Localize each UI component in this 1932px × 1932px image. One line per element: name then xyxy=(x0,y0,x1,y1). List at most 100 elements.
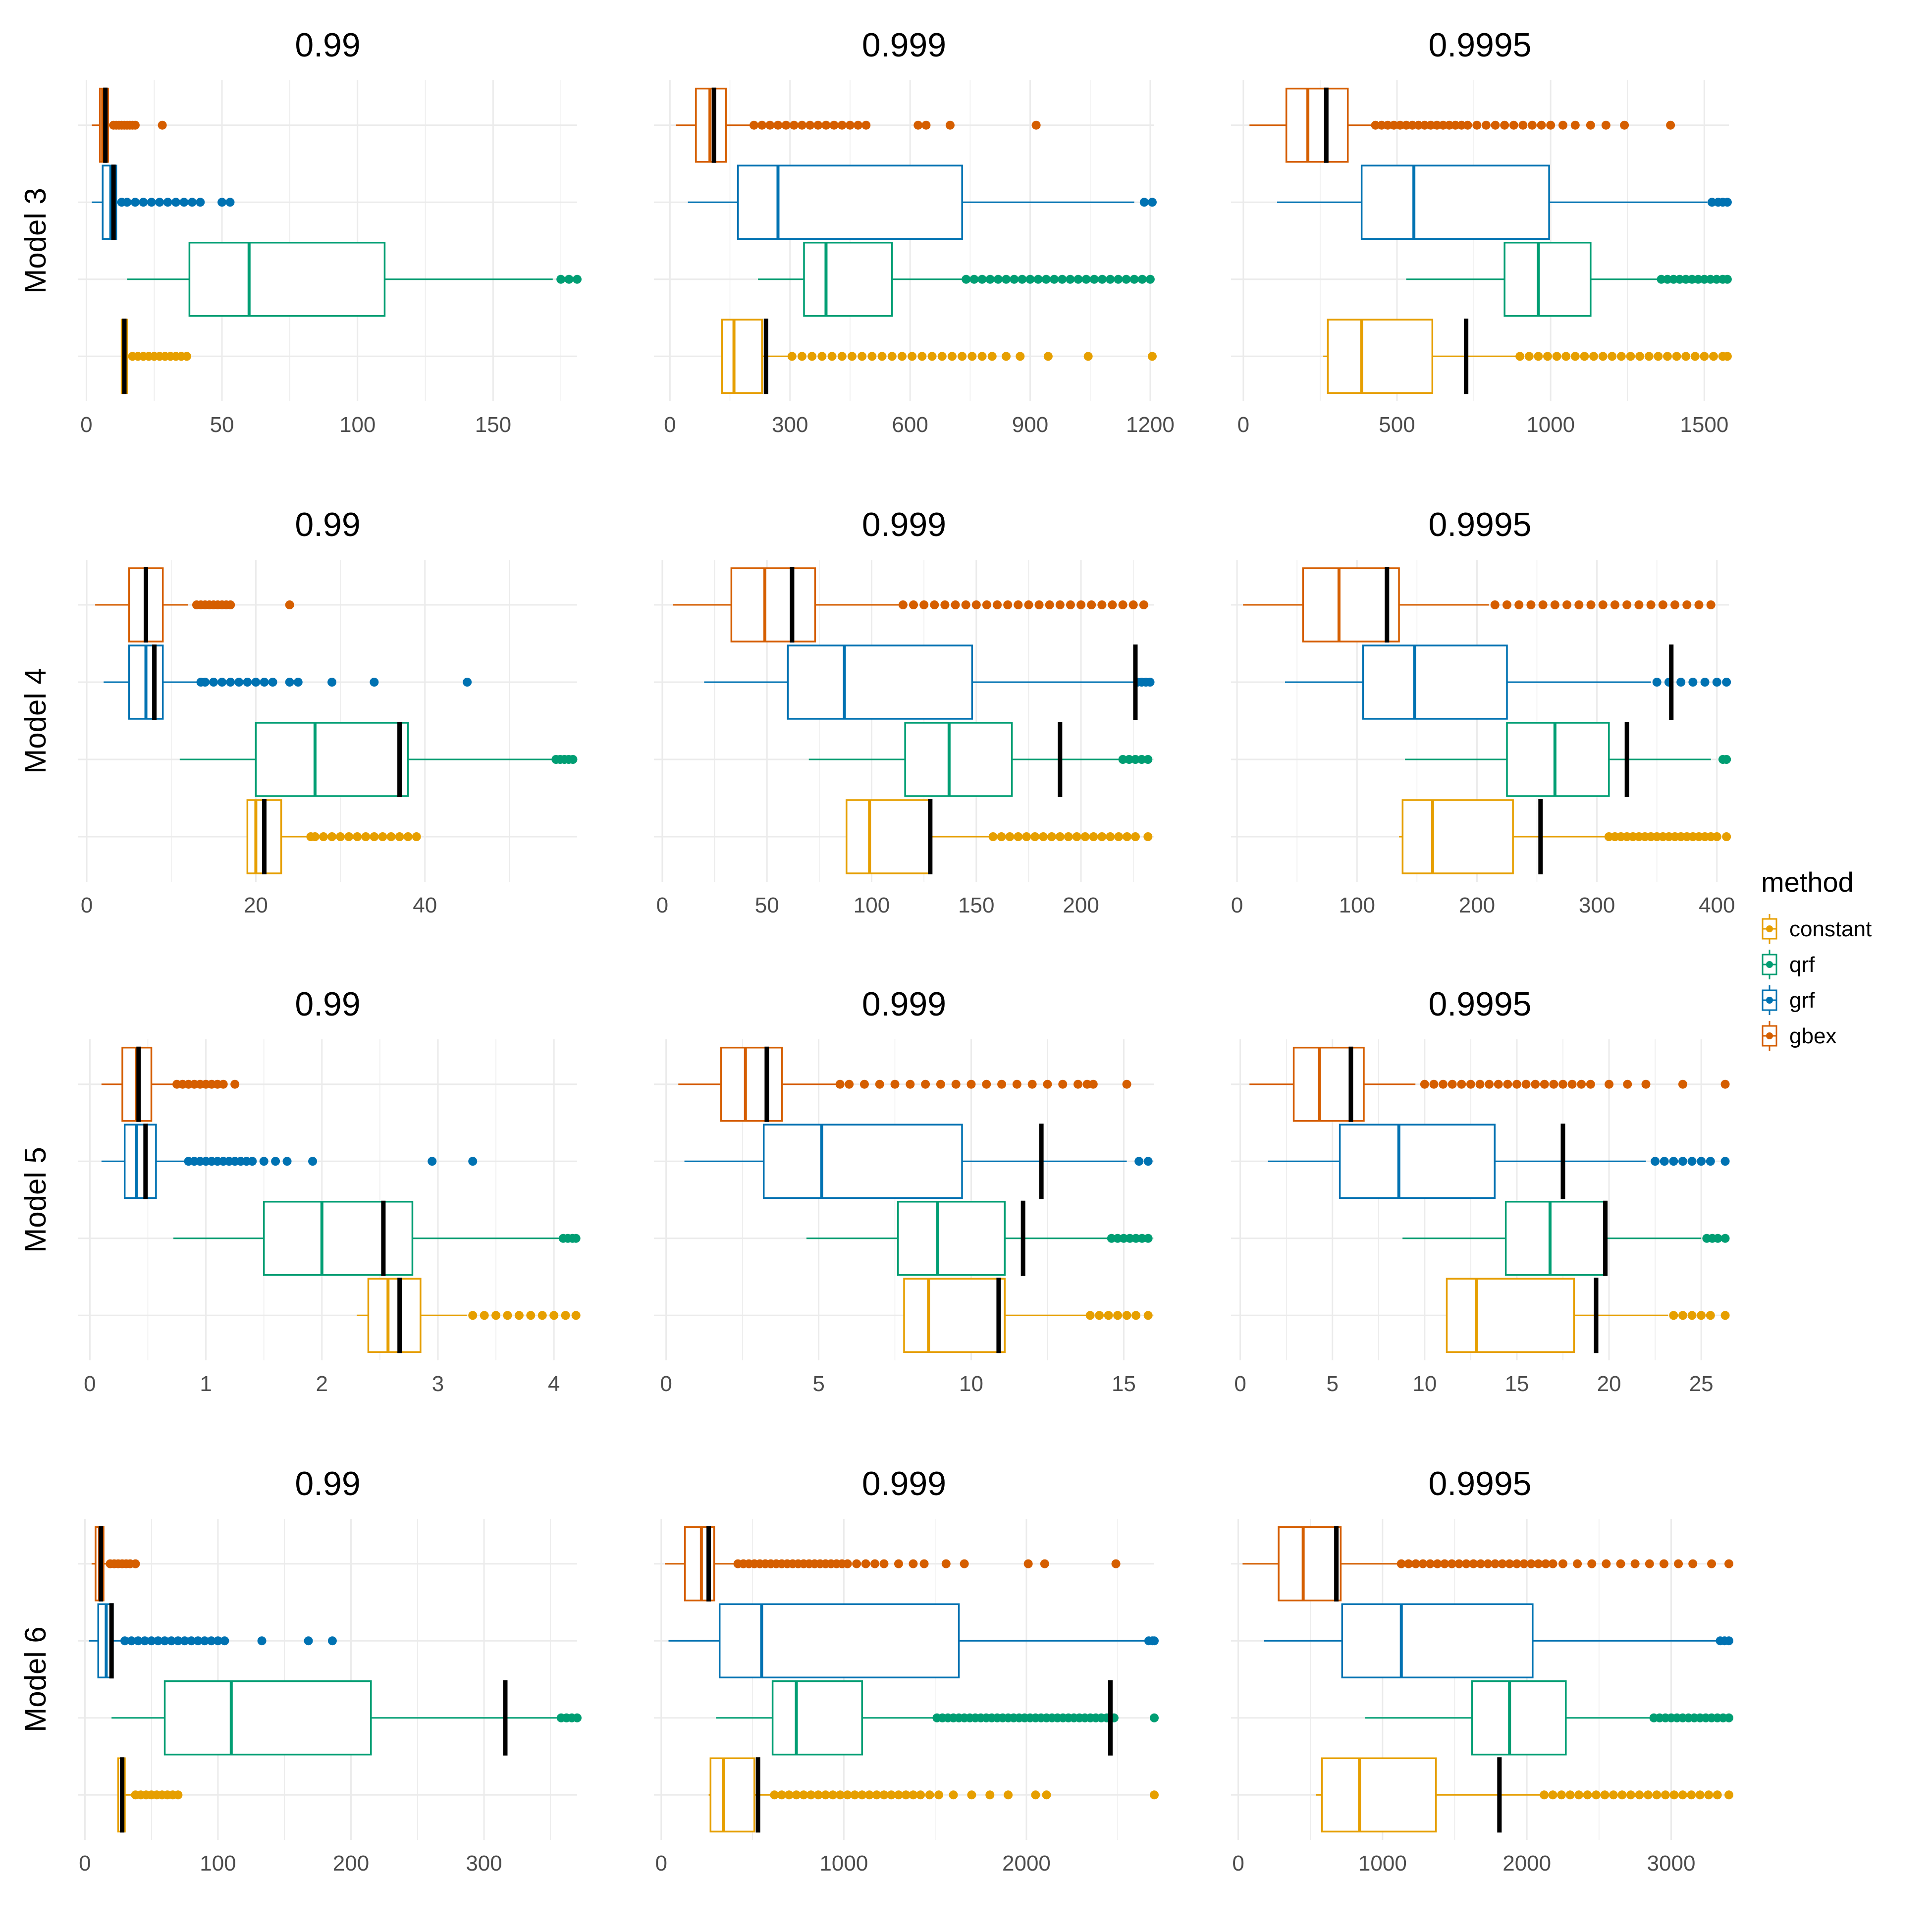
outlier-point xyxy=(1598,600,1608,609)
outlier-point xyxy=(1519,1559,1529,1568)
x-tick-label: 0 xyxy=(1232,1851,1244,1876)
outlier-point xyxy=(1700,678,1710,687)
box-iqr xyxy=(1446,1278,1575,1353)
outlier-point xyxy=(1565,1790,1575,1800)
boxplot-gbex xyxy=(1243,567,1716,643)
outlier-point xyxy=(843,1559,852,1568)
outlier-point xyxy=(1678,1157,1687,1166)
outlier-point xyxy=(1426,120,1436,130)
outlier-point xyxy=(327,1636,337,1646)
x-tick-label: 1000 xyxy=(819,1851,868,1876)
outlier-point xyxy=(1143,1157,1153,1166)
outlier-point xyxy=(1681,274,1691,284)
outlier-point xyxy=(140,1636,150,1646)
box-iqr xyxy=(255,722,409,797)
row-label-model-6: Model 6 xyxy=(19,1626,52,1732)
outlier-point xyxy=(966,1079,976,1089)
outlier-point xyxy=(1119,1234,1128,1243)
outlier-point xyxy=(1601,120,1610,130)
outlier-point xyxy=(1122,1311,1131,1320)
x-tick-label: 0 xyxy=(664,413,676,437)
outlier-point xyxy=(1617,1790,1627,1800)
outlier-point xyxy=(378,832,387,841)
outlier-point xyxy=(1491,1559,1500,1568)
x-tick-label: 15 xyxy=(1504,1372,1529,1396)
outlier-point xyxy=(196,198,205,207)
box-iqr xyxy=(846,799,931,874)
outlier-point xyxy=(1505,1559,1514,1568)
outlier-point xyxy=(906,1079,915,1089)
x-tick-label: 300 xyxy=(772,413,808,437)
outlier-point xyxy=(1722,198,1732,207)
outlier-point xyxy=(1574,1790,1584,1800)
outlier-point xyxy=(1082,1079,1092,1089)
outlier-point xyxy=(285,678,294,687)
outlier-point xyxy=(564,274,574,284)
outlier-point xyxy=(835,1079,845,1089)
outlier-point xyxy=(344,832,354,841)
legend-key-point xyxy=(1766,961,1773,968)
outlier-point xyxy=(1114,832,1124,841)
x-tick-label: 200 xyxy=(1063,893,1099,917)
outlier-point xyxy=(1500,120,1509,130)
outlier-point xyxy=(1687,1157,1697,1166)
outlier-point xyxy=(1139,198,1149,207)
boxplot-gbex xyxy=(1249,1046,1730,1122)
outlier-point xyxy=(1524,352,1534,361)
x-tick-label: 0 xyxy=(1234,1372,1246,1396)
outlier-point xyxy=(1003,600,1013,609)
legend-item-grf: grf xyxy=(1762,985,1815,1015)
boxplot-grf xyxy=(89,1603,337,1679)
outlier-point xyxy=(1016,352,1025,361)
outlier-point xyxy=(285,600,294,609)
outlier-point xyxy=(1106,274,1115,284)
outlier-point xyxy=(1125,755,1134,764)
outlier-point xyxy=(230,1079,240,1089)
outlier-point xyxy=(1669,1311,1678,1320)
outlier-point xyxy=(1521,1079,1531,1089)
boxplot-grf xyxy=(104,644,472,720)
boxplot-qrf xyxy=(1402,1200,1730,1276)
outlier-point xyxy=(1661,1790,1670,1800)
outlier-point xyxy=(797,120,806,130)
outlier-point xyxy=(1114,274,1123,284)
outlier-point xyxy=(1687,1790,1696,1800)
box-iqr xyxy=(1503,242,1592,317)
panel-title: 0.9995 xyxy=(1429,26,1532,64)
outlier-point xyxy=(858,1790,867,1800)
outlier-point xyxy=(1706,274,1715,284)
outlier-point xyxy=(1123,832,1132,841)
outlier-point xyxy=(327,832,337,841)
outlier-point xyxy=(171,198,181,207)
outlier-point xyxy=(304,1636,313,1646)
outlier-point xyxy=(1616,1559,1625,1568)
outlier-point xyxy=(1687,1311,1697,1320)
x-tick-label: 3 xyxy=(432,1372,444,1396)
outlier-point xyxy=(1548,1790,1557,1800)
outlier-point xyxy=(1377,120,1386,130)
outlier-point xyxy=(1540,1079,1549,1089)
outlier-point xyxy=(835,1790,845,1800)
outlier-point xyxy=(1626,352,1635,361)
outlier-point xyxy=(843,1790,852,1800)
outlier-point xyxy=(894,1559,903,1568)
outlier-point xyxy=(1526,600,1536,609)
outlier-point xyxy=(319,832,328,841)
outlier-point xyxy=(1083,352,1093,361)
outlier-point xyxy=(908,352,917,361)
outlier-point xyxy=(234,678,244,687)
outlier-point xyxy=(1676,678,1686,687)
outlier-point xyxy=(789,120,799,130)
x-tick-label: 1000 xyxy=(1526,413,1575,437)
outlier-point xyxy=(1670,600,1680,609)
outlier-point xyxy=(1469,1559,1478,1568)
outlier-point xyxy=(1635,1790,1644,1800)
boxplot-constant xyxy=(1399,799,1731,874)
outlier-point xyxy=(1610,600,1619,609)
outlier-point xyxy=(1130,832,1140,841)
outlier-point xyxy=(993,600,1002,609)
outlier-point xyxy=(361,832,371,841)
outlier-point xyxy=(750,120,758,130)
outlier-point xyxy=(870,1559,880,1568)
outlier-point xyxy=(1447,1559,1456,1568)
